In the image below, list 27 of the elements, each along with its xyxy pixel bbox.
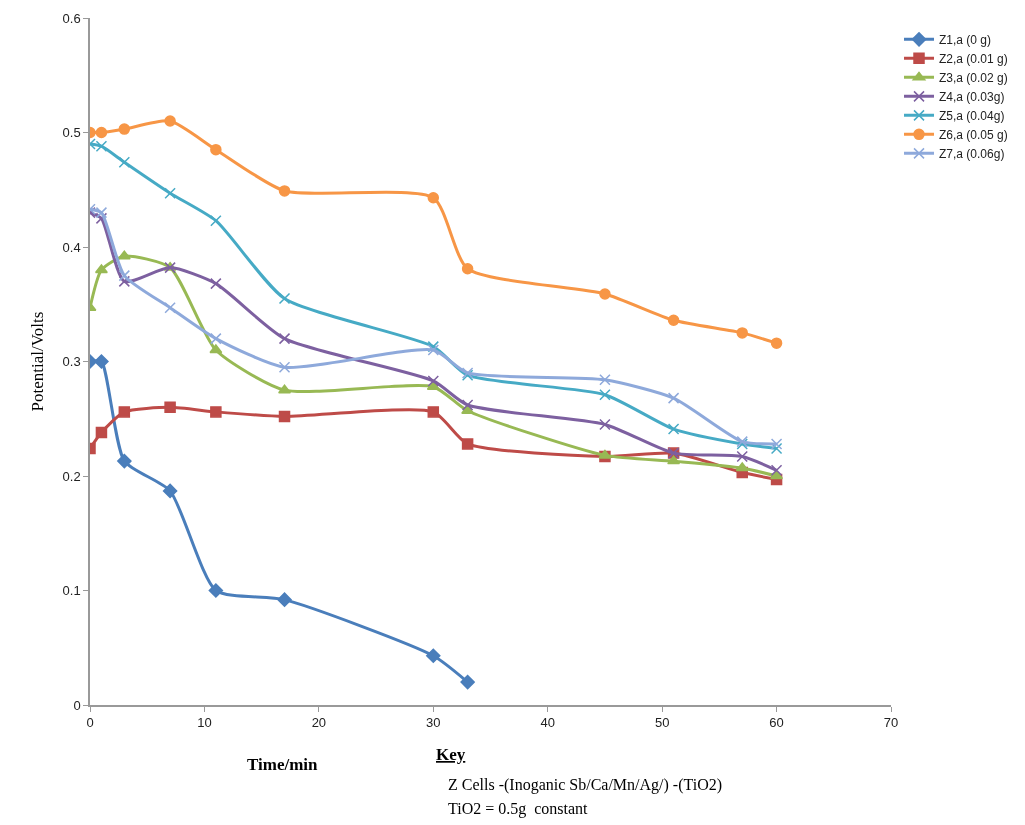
text: Key (436, 745, 466, 764)
legend-label: Z4,a (0.03g) (939, 90, 1005, 105)
y-tick-label: 0.6 (62, 10, 81, 26)
x-tick-label: 40 (540, 715, 555, 731)
text: Z Cells -(Inoganic Sb/Ca/Mn/Ag/) -(TiO2) (448, 776, 723, 794)
text: TiO2 = 0.5g constant (448, 800, 589, 818)
y-tick-label: 0.3 (62, 354, 81, 370)
legend-label: Z2,a (0.01 g) (939, 52, 1008, 67)
y-tick-label: 0.1 (62, 583, 81, 599)
legend-label: Z7,a (0.06g) (939, 147, 1005, 162)
legend-label: Z3,a (0.02 g) (939, 71, 1008, 86)
y-tick-label: 0.5 (62, 125, 81, 141)
y-tick-label: 0.4 (62, 239, 81, 255)
legend-label: Z6,a (0.05 g) (939, 128, 1008, 143)
x-tick-label: 0 (86, 715, 94, 731)
x-axis-title: Time/min (247, 755, 319, 774)
legend-label: Z1,a (0 g) (939, 33, 992, 48)
legend-label: Z5,a (0.04g) (939, 109, 1005, 124)
x-tick-label: 30 (426, 715, 441, 731)
x-tick-label: 20 (311, 715, 327, 731)
y-axis-title: Potential/Volts (27, 311, 47, 412)
x-tick-label: 10 (197, 715, 212, 731)
y-tick-label: 0 (73, 697, 81, 713)
x-tick-label: 50 (654, 715, 670, 731)
x-tick-label: 70 (883, 715, 899, 731)
y-tick-label: 0.2 (62, 468, 81, 484)
x-tick-label: 60 (769, 715, 784, 731)
